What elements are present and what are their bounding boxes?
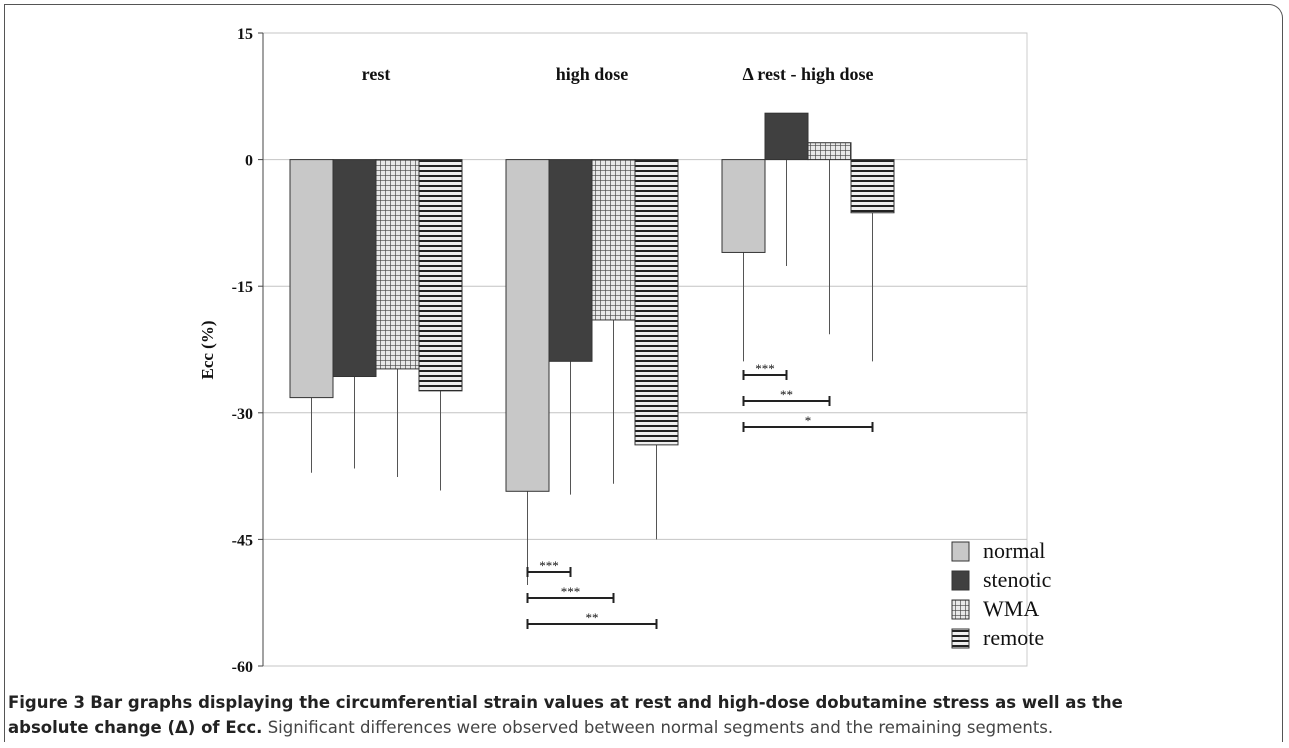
y-axis-label: Ecc (%) xyxy=(198,320,217,379)
bar xyxy=(375,159,420,370)
y-tick-label: -45 xyxy=(232,532,253,549)
significance-bracket xyxy=(742,422,874,432)
caption: Figure 3 Bar graphs displaying the circu… xyxy=(8,690,1178,740)
bar xyxy=(634,159,679,446)
figure-frame xyxy=(4,4,1283,742)
bar xyxy=(548,159,593,362)
legend-swatch xyxy=(951,628,970,649)
y-tick-label: -15 xyxy=(232,279,253,296)
significance-label: ** xyxy=(586,610,599,625)
caption-label: Figure 3 xyxy=(8,693,86,712)
significance-label: *** xyxy=(755,361,775,376)
legend-label: WMA xyxy=(983,596,1039,621)
caption-title: Bar graphs displaying the circumferentia… xyxy=(8,693,1123,737)
y-tick-label: -30 xyxy=(232,406,253,423)
bar xyxy=(807,142,852,161)
bar xyxy=(332,159,377,378)
chart: Ecc (%) 15 0 -15 -30 -45 -60 rest high dose Δ re… xyxy=(198,26,1052,676)
caption-text: Significant differences were observed be… xyxy=(267,718,1054,737)
y-tick-label: 15 xyxy=(237,26,253,43)
legend-label: stenotic xyxy=(983,567,1052,592)
bar xyxy=(850,159,895,214)
group-label: rest xyxy=(362,64,391,84)
bar xyxy=(591,159,636,321)
group-label: Δ rest - high dose xyxy=(743,64,874,84)
bar xyxy=(721,159,766,253)
legend-label: normal xyxy=(983,538,1045,563)
significance-label: *** xyxy=(561,584,581,599)
significance-bracket xyxy=(526,619,658,629)
legend-label: remote xyxy=(983,625,1044,650)
significance-bracket xyxy=(526,593,615,603)
legend-swatch xyxy=(951,570,970,591)
y-tick-label: -60 xyxy=(232,659,253,676)
group-label: high dose xyxy=(556,64,629,84)
legend-swatch xyxy=(951,541,970,562)
bar xyxy=(418,159,463,392)
significance-bracket xyxy=(742,396,831,406)
significance-label: *** xyxy=(539,558,559,573)
legend-swatch xyxy=(951,599,970,620)
bar xyxy=(289,159,334,399)
significance-label: * xyxy=(805,413,812,428)
bar xyxy=(764,112,809,161)
significance-bracket xyxy=(526,567,572,577)
significance-label: ** xyxy=(780,387,793,402)
bar xyxy=(505,159,550,492)
significance-bracket xyxy=(742,370,788,380)
y-tick-label: 0 xyxy=(245,153,253,170)
